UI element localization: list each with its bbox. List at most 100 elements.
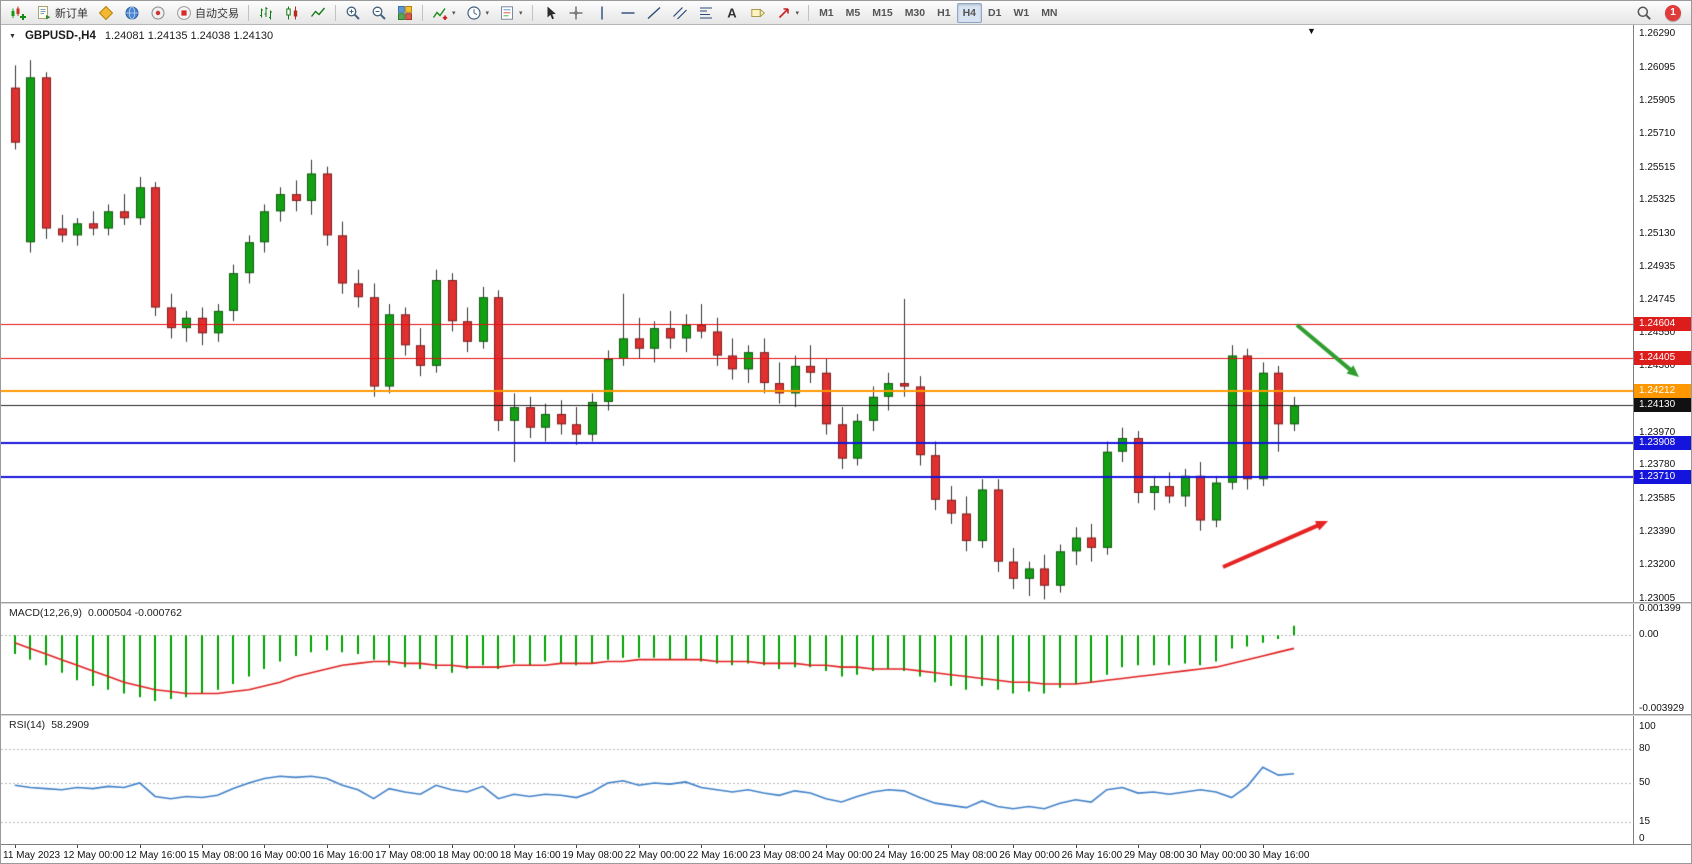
time-axis-label: 22 May 16:00 (687, 850, 748, 861)
time-axis-label: 23 May 08:00 (749, 850, 811, 861)
time-tick (888, 845, 889, 848)
rsi-name: RSI(14) (9, 719, 46, 731)
fibonacci-button[interactable] (693, 3, 719, 23)
rsi-canvas[interactable] (1, 716, 1633, 844)
macd-axis-label: -0.003929 (1639, 703, 1685, 714)
candlestick-canvas[interactable] (1, 25, 1633, 602)
zoom-in-button[interactable] (340, 3, 366, 23)
timeframe-h1[interactable]: H1 (931, 3, 956, 23)
crosshair-button[interactable] (563, 3, 589, 23)
fibonacci-icon (698, 5, 714, 21)
clock-icon (466, 5, 482, 21)
chevron-down-icon: ▾ (519, 9, 523, 17)
autotrade-button[interactable]: 自动交易 (171, 3, 244, 23)
label-button[interactable] (745, 3, 771, 23)
price-axis-label: 1.23390 (1639, 526, 1676, 538)
channel-button[interactable] (667, 3, 693, 23)
cursor-button[interactable] (537, 3, 563, 23)
macd-canvas[interactable] (1, 604, 1633, 714)
timeframe-mn[interactable]: MN (1035, 3, 1063, 23)
new-order-button[interactable]: 新订单 (31, 3, 93, 23)
time-tick (1013, 845, 1014, 848)
zoom-out-button[interactable] (366, 3, 392, 23)
macd-axis-label: 0.00 (1639, 629, 1659, 641)
ohlc-values: 1.24081 1.24135 1.24038 1.24130 (104, 30, 274, 42)
timeframe-h1-label: H1 (937, 6, 951, 19)
vertical-line-button[interactable] (589, 3, 615, 23)
candle-chart-button[interactable] (279, 3, 305, 23)
time-tick (1263, 845, 1264, 848)
timeframe-m30[interactable]: M30 (899, 3, 931, 23)
time-axis-label: 18 May 16:00 (500, 850, 561, 861)
arrows-button[interactable]: ▾ (771, 3, 805, 23)
macd-panel[interactable]: MACD(12,26,9) 0.000504 -0.000762 (1, 604, 1633, 714)
time-axis-label: 16 May 16:00 (312, 850, 374, 861)
notification-badge[interactable]: 1 (1665, 4, 1681, 21)
time-tick (264, 845, 265, 848)
timeframe-m5[interactable]: M5 (840, 3, 867, 23)
price-badge: 1.24212 (1634, 384, 1691, 399)
rsi-axis-label: 50 (1639, 777, 1651, 788)
price-axis-label: 1.24550 (1639, 327, 1676, 339)
rsi-panel[interactable]: RSI(14) 58.2909 (1, 716, 1633, 844)
time-tick (389, 845, 390, 848)
timeframe-m15-label: M15 (872, 6, 893, 19)
search-button[interactable] (1631, 3, 1657, 23)
new-order-button-label: 新订单 (55, 7, 88, 20)
time-axis-label: 30 May 00:00 (1186, 850, 1247, 861)
time-axis-label: 24 May 00:00 (812, 850, 873, 861)
tile-windows-button[interactable] (392, 3, 418, 23)
timeframe-m1[interactable]: M1 (813, 3, 840, 23)
rsi-label: RSI(14) 58.2909 (9, 719, 95, 731)
zoom-in-icon (345, 5, 361, 21)
price-chart-panel[interactable]: ▼ GBPUSD-,H4 1.24081 1.24135 1.24038 1.2… (1, 25, 1633, 602)
chart-plus-icon (10, 5, 26, 21)
bar-chart-button[interactable] (253, 3, 279, 23)
rsi-axis-label: 15 (1639, 816, 1651, 828)
timeframe-m15[interactable]: M15 (866, 3, 898, 23)
zoom-out-icon (371, 5, 387, 21)
price-axis-label: 1.23970 (1639, 426, 1676, 438)
chart-shift-marker-icon[interactable]: ▼ (1307, 26, 1316, 36)
price-axis-label: 1.23585 (1639, 492, 1676, 504)
arrows-icon (776, 5, 792, 21)
timeframe-w1[interactable]: W1 (1007, 3, 1035, 23)
toolbar-separator (531, 4, 533, 21)
new-chart-button[interactable] (5, 3, 31, 23)
time-tick (1200, 845, 1201, 848)
cursor-icon (542, 5, 558, 21)
text-button[interactable]: A (719, 3, 745, 23)
toolbar-separator (422, 4, 423, 21)
line-chart-button[interactable] (305, 3, 331, 23)
time-tick (202, 845, 203, 848)
horizontal-line-button[interactable] (615, 3, 641, 23)
time-axis-label: 18 May 00:00 (437, 850, 499, 861)
alerts-button[interactable] (145, 3, 171, 23)
time-axis-label: 11 May 2023 (3, 850, 61, 861)
favorites-button[interactable] (93, 3, 119, 23)
timeframe-h4[interactable]: H4 (956, 2, 982, 23)
time-axis-label: 26 May 00:00 (999, 850, 1060, 861)
price-axis-label: 1.23780 (1639, 459, 1676, 471)
time-axis-label: 22 May 00:00 (624, 850, 686, 861)
timeframe-m5-label: M5 (845, 6, 861, 19)
community-button[interactable] (119, 3, 145, 23)
toolbar-separator (335, 4, 336, 21)
time-tick (701, 845, 702, 848)
candle-chart-icon (284, 5, 300, 21)
panel-splitter[interactable] (1, 602, 1691, 604)
periods-button[interactable]: ▾ (461, 3, 495, 23)
indicators-button[interactable]: ▾ (427, 3, 461, 23)
vline-icon (594, 5, 610, 21)
price-axis-label: 1.25325 (1639, 194, 1676, 206)
macd-label: MACD(12,26,9) 0.000504 -0.000762 (9, 607, 188, 619)
timeframe-d1[interactable]: D1 (982, 3, 1007, 23)
templates-button[interactable]: ▾ (494, 3, 528, 23)
time-axis-label: 26 May 16:00 (1061, 850, 1123, 861)
bar-chart-icon (258, 5, 274, 21)
panel-splitter[interactable] (1, 714, 1691, 716)
template-icon (499, 5, 515, 21)
trendline-button[interactable] (641, 3, 667, 23)
chevron-down-icon[interactable]: ▼ (9, 32, 16, 40)
